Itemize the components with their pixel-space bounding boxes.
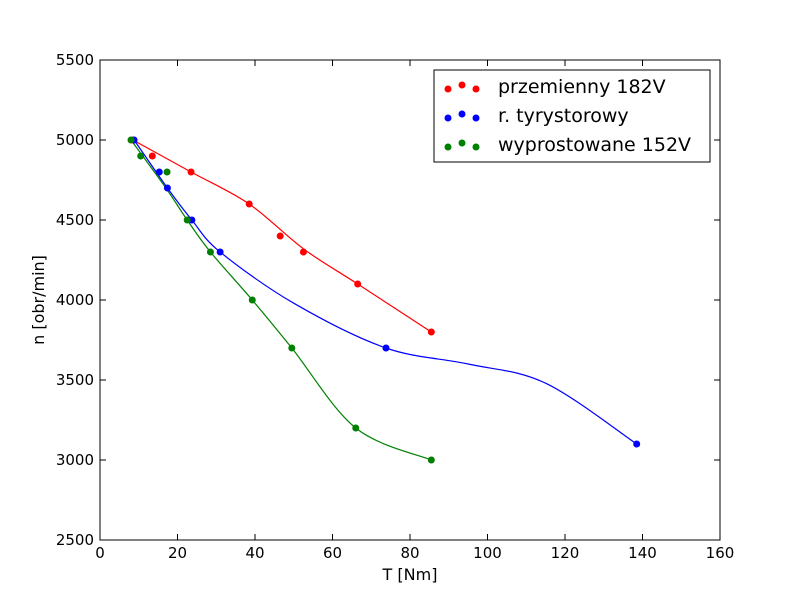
legend: przemienny 182V r. tyrystorowy wyprostowan… xyxy=(433,69,711,163)
data-point-series-0 xyxy=(187,168,195,176)
y-tick-label: 5000 xyxy=(56,131,94,149)
series-curve-0 xyxy=(132,139,432,333)
data-point-series-1 xyxy=(216,248,224,256)
data-point-series-2 xyxy=(248,296,256,304)
x-tick-label: 40 xyxy=(245,544,264,562)
data-point-series-2 xyxy=(352,424,360,432)
y-tick-label: 4000 xyxy=(56,291,94,309)
legend-marker xyxy=(458,139,466,147)
y-tick-label: 4500 xyxy=(56,211,94,229)
legend-entry-label: wyprostowane 152V xyxy=(498,134,691,156)
data-point-series-0 xyxy=(245,200,253,208)
y-tick-label: 2500 xyxy=(56,531,94,549)
legend-entry-label: r. tyrystorowy xyxy=(498,105,629,127)
y-tick-label: 5500 xyxy=(56,51,94,69)
series-curve-1 xyxy=(133,139,638,445)
legend-marker xyxy=(458,110,466,118)
data-point-series-0 xyxy=(148,152,156,160)
data-point-series-1 xyxy=(633,440,641,448)
x-tick-label: 100 xyxy=(473,544,502,562)
data-point-series-0 xyxy=(354,280,362,288)
data-point-series-2 xyxy=(183,216,191,224)
legend-marker xyxy=(472,143,480,151)
data-point-series-2 xyxy=(127,136,135,144)
x-tick-label: 0 xyxy=(95,544,105,562)
points-layer xyxy=(127,136,641,464)
x-tick-label: 20 xyxy=(168,544,187,562)
data-point-series-2 xyxy=(206,248,214,256)
data-point-series-2 xyxy=(288,344,296,352)
legend-marker xyxy=(472,85,480,93)
legend-box xyxy=(433,69,711,163)
data-point-series-1 xyxy=(155,168,163,176)
data-point-series-2 xyxy=(137,152,145,160)
data-point-series-2 xyxy=(163,168,171,176)
data-point-series-0 xyxy=(299,248,307,256)
legend-marker xyxy=(444,114,452,122)
legend-marker xyxy=(444,85,452,93)
legend-marker xyxy=(444,143,452,151)
ticks-layer: 0 20 40 60 80 100 120 140 160 2500 3000 3500 4000 450… xyxy=(56,51,735,562)
y-axis-label: n [obr/min] xyxy=(29,255,48,345)
x-tick-label: 160 xyxy=(706,544,735,562)
y-tick-label: 3000 xyxy=(56,451,94,469)
x-axis-label: T [Nm] xyxy=(382,565,438,584)
x-tick-label: 120 xyxy=(551,544,580,562)
series-curve-2 xyxy=(130,139,432,461)
x-tick-label: 80 xyxy=(400,544,419,562)
data-point-series-0 xyxy=(276,232,284,240)
data-point-series-1 xyxy=(382,344,390,352)
legend-marker xyxy=(472,114,480,122)
y-tick-label: 3500 xyxy=(56,371,94,389)
legend-marker xyxy=(458,81,466,89)
x-tick-label: 60 xyxy=(323,544,342,562)
data-point-series-1 xyxy=(163,184,171,192)
data-point-series-2 xyxy=(427,456,435,464)
legend-entry-label: przemienny 182V xyxy=(498,76,666,98)
curves-layer xyxy=(130,139,638,461)
x-tick-label: 140 xyxy=(628,544,657,562)
data-point-series-0 xyxy=(427,328,435,336)
